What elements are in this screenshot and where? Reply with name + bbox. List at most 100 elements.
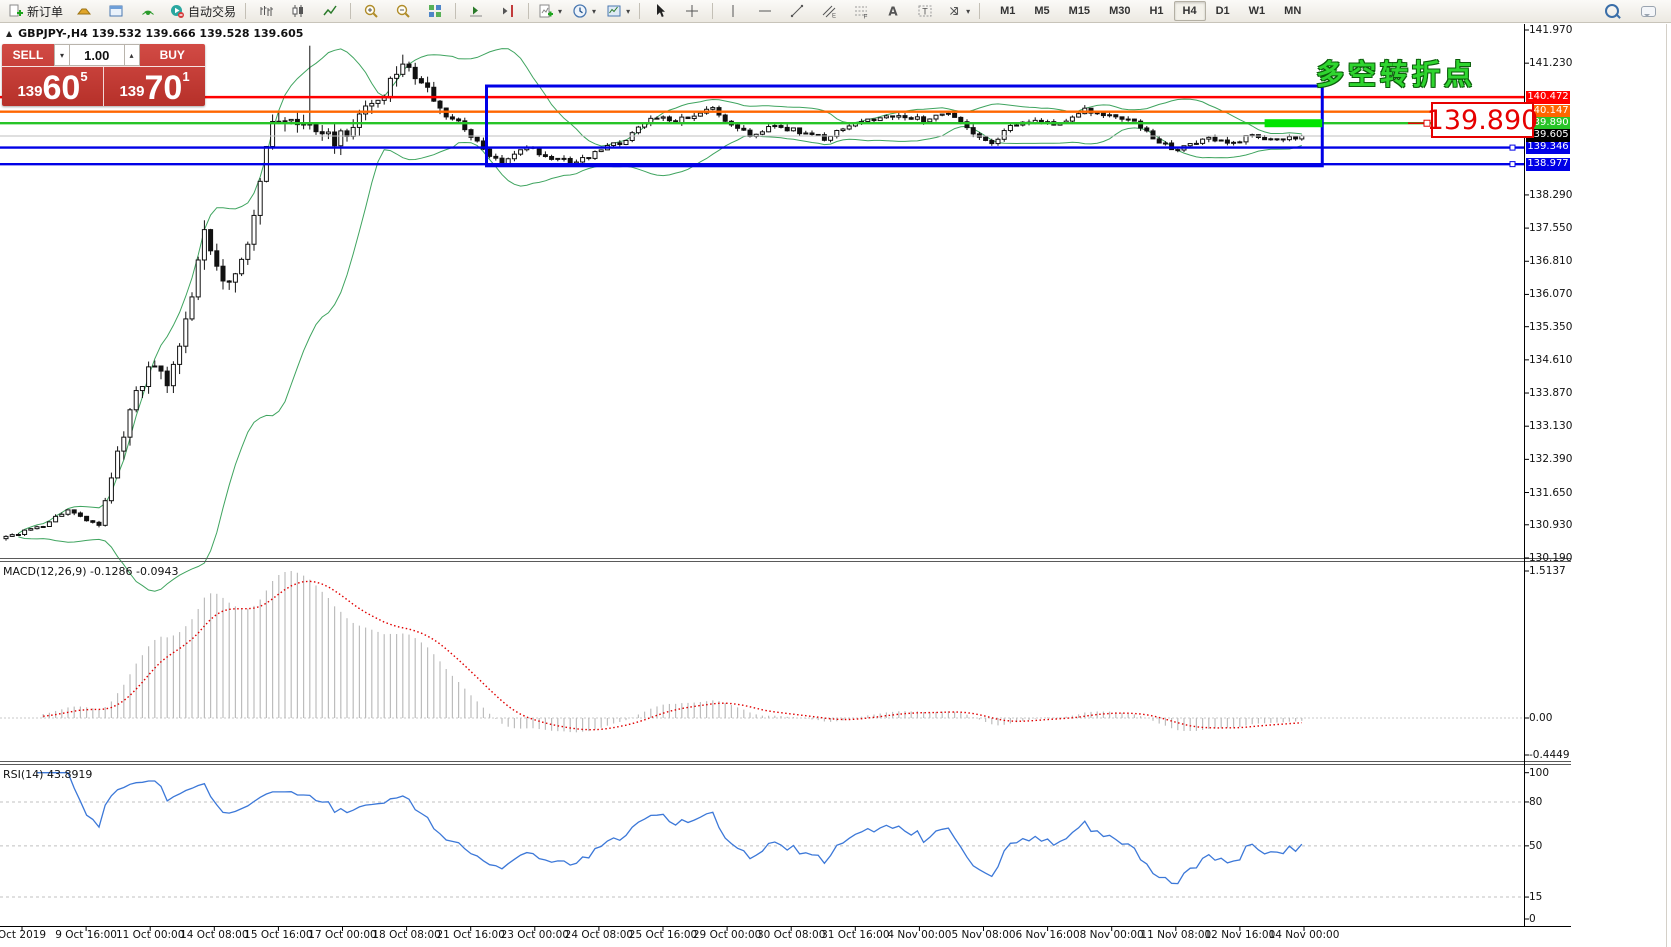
line-chart-button[interactable] bbox=[315, 0, 345, 22]
rsi-scale-label: 80 bbox=[1529, 795, 1543, 808]
buy-price[interactable]: 139 70 1 bbox=[119, 69, 190, 106]
volume-input[interactable]: 1.00 bbox=[70, 44, 124, 66]
dropdown-caret-icon[interactable]: ▾ bbox=[626, 6, 631, 16]
timeframe-w1-button[interactable]: W1 bbox=[1248, 5, 1266, 17]
price-axis-tick-label: 137.550 bbox=[1529, 222, 1573, 235]
buy-button[interactable]: BUY bbox=[140, 44, 206, 66]
search-symbol-button[interactable] bbox=[1597, 0, 1627, 22]
timeframe-d1-button[interactable]: D1 bbox=[1215, 5, 1230, 17]
indicators-button[interactable]: ▾ bbox=[534, 0, 566, 22]
horizontal-line-button[interactable] bbox=[750, 0, 780, 22]
zoom-out-button[interactable] bbox=[388, 0, 418, 22]
new-order-button[interactable]: 新订单 bbox=[4, 0, 67, 22]
macd-scale-label: 1.5137 bbox=[1529, 565, 1566, 577]
bar-chart-icon bbox=[260, 6, 274, 16]
chart-shift-icon bbox=[503, 5, 514, 17]
gold-symbol-button[interactable] bbox=[69, 0, 99, 22]
bollinger-bands bbox=[18, 48, 1302, 592]
rsi-scale-label: 100 bbox=[1529, 766, 1550, 779]
autoplay-icon bbox=[171, 5, 185, 18]
sell-price[interactable]: 139 60 5 bbox=[17, 69, 88, 106]
time-axis-label: 14 Oct 08:00 bbox=[180, 929, 249, 941]
timeframe-m15-button[interactable]: M15 bbox=[1068, 5, 1091, 17]
indicators-icon bbox=[539, 4, 554, 18]
price-axis-tick-label: 136.810 bbox=[1529, 255, 1573, 268]
equidistant-channel-button[interactable]: E bbox=[814, 0, 844, 22]
price-axis-tick-label: 134.610 bbox=[1529, 353, 1573, 366]
price-callout-label[interactable]: 139.890 bbox=[1427, 102, 1538, 138]
auto-trading-button[interactable]: 自动交易 bbox=[165, 0, 240, 22]
highlight-segment[interactable] bbox=[1264, 119, 1323, 128]
tline-icon bbox=[790, 4, 804, 18]
macd-scale-label: -0.4449 bbox=[1529, 749, 1570, 761]
turning-point-annotation[interactable]: 多空转折点 bbox=[1316, 58, 1477, 91]
periods-button[interactable]: ▾ bbox=[568, 0, 600, 22]
sell-button[interactable]: SELL bbox=[2, 44, 54, 66]
zoom-out-icon bbox=[396, 4, 410, 18]
text-label-button[interactable]: T bbox=[910, 0, 940, 22]
trendline-button[interactable] bbox=[782, 0, 812, 22]
svg-text:A: A bbox=[888, 5, 898, 19]
price-divider bbox=[103, 67, 104, 106]
arrows-button[interactable]: ▾ bbox=[942, 0, 974, 22]
signal-icon bbox=[142, 10, 154, 15]
level-price-label: 140.147 bbox=[1526, 105, 1570, 119]
crosshair-icon bbox=[686, 5, 699, 17]
signals-button[interactable] bbox=[133, 0, 163, 22]
chart-shift-button[interactable] bbox=[493, 0, 523, 22]
timeframe-h1-button[interactable]: H1 bbox=[1149, 5, 1164, 17]
timeframe-m5-button[interactable]: M5 bbox=[1034, 5, 1050, 17]
macd-indicator bbox=[0, 571, 1524, 733]
price-axis-tick-label: 136.070 bbox=[1529, 288, 1573, 301]
fibonacci-button[interactable]: F bbox=[846, 0, 876, 22]
market-watch-button[interactable] bbox=[101, 0, 131, 22]
cursor-button[interactable] bbox=[645, 0, 675, 22]
crosshair-button[interactable] bbox=[677, 0, 707, 22]
timeframe-m1-button[interactable]: M1 bbox=[1000, 5, 1016, 17]
auto-scroll-icon bbox=[470, 6, 483, 17]
auto-scroll-button[interactable] bbox=[461, 0, 491, 22]
timeframe-m30-button[interactable]: M30 bbox=[1109, 5, 1131, 17]
hline-icon bbox=[759, 10, 772, 12]
rsi-scale-label: 50 bbox=[1529, 839, 1543, 852]
level-price-label: 139.346 bbox=[1526, 141, 1570, 155]
time-axis-label: 9 Oct 16:00 bbox=[55, 929, 117, 941]
toolbar-separator bbox=[712, 3, 714, 19]
time-axis-label: 31 Oct 16:00 bbox=[821, 929, 890, 941]
volume-decrease-button[interactable]: ▾ bbox=[54, 44, 70, 66]
time-axis-label: 17 Oct 00:00 bbox=[308, 929, 377, 941]
time-axis-label: 11 Nov 08:00 bbox=[1140, 929, 1212, 941]
time-axis-label: 14 Nov 00:00 bbox=[1268, 929, 1340, 941]
time-axis-label: 12 Nov 16:00 bbox=[1204, 929, 1276, 941]
text-button[interactable]: A bbox=[878, 0, 908, 22]
level-price-label: 138.977 bbox=[1526, 157, 1570, 171]
time-axis-label: 8 Nov 00:00 bbox=[1079, 929, 1144, 941]
timeframe-mn-button[interactable]: MN bbox=[1284, 5, 1302, 17]
level-price-label: 140.472 bbox=[1526, 90, 1570, 104]
time-axis-label: 29 Oct 00:00 bbox=[692, 929, 762, 941]
panel-collapse-icon[interactable]: ▲ bbox=[6, 29, 13, 38]
template-icon bbox=[607, 5, 621, 17]
auto-trading-button-label: 自动交易 bbox=[188, 4, 237, 19]
vertical-line-button[interactable] bbox=[718, 0, 748, 22]
price-axis-tick-label: 141.970 bbox=[1529, 24, 1573, 36]
rsi-scale-label: 0 bbox=[1529, 913, 1536, 925]
volume-increase-button[interactable]: ▴ bbox=[123, 44, 140, 66]
chat-button[interactable] bbox=[1633, 0, 1663, 22]
cursor-icon bbox=[657, 4, 666, 17]
templates-button[interactable]: ▾ bbox=[602, 0, 634, 22]
time-axis-label: Oct 2019 bbox=[0, 929, 47, 941]
zoom-in-button[interactable] bbox=[356, 0, 386, 22]
toolbar-separator bbox=[979, 3, 981, 19]
chart-title: ▲ GBPJPY-,H4 139.532 139.666 139.528 139… bbox=[6, 27, 303, 40]
dropdown-caret-icon[interactable]: ▾ bbox=[592, 6, 597, 16]
callout-anchor-marker bbox=[1423, 119, 1431, 127]
candlestick-chart-button[interactable] bbox=[283, 0, 313, 22]
dropdown-caret-icon[interactable]: ▾ bbox=[558, 6, 563, 16]
timeframe-h4-button[interactable]: H4 bbox=[1173, 1, 1206, 21]
current-price-label: 139.605 bbox=[1526, 129, 1570, 143]
tile-windows-button[interactable] bbox=[420, 0, 450, 22]
bar-chart-button[interactable] bbox=[251, 0, 281, 22]
dropdown-caret-icon[interactable]: ▾ bbox=[966, 6, 971, 16]
